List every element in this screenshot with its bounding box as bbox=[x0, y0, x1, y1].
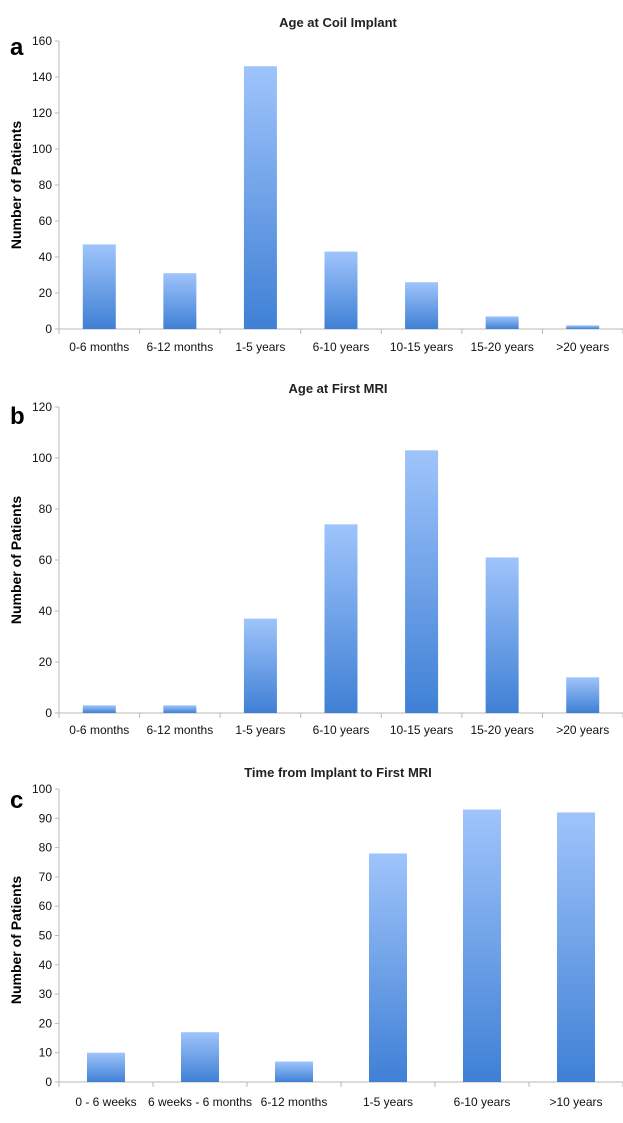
plot-area: 0 20 40 60 80 100 120 0-6 months 6-12 months 1-5 … bbox=[32, 400, 623, 737]
y-tick-label: 0 bbox=[45, 1075, 52, 1089]
bar bbox=[557, 812, 595, 1082]
x-tick-label: >10 years bbox=[549, 1095, 602, 1109]
bar bbox=[181, 1032, 219, 1082]
chart-panel-a: Age at Coil Implant a Number of Patients… bbox=[8, 15, 623, 354]
y-tick-label: 120 bbox=[32, 400, 52, 414]
bar bbox=[324, 524, 358, 713]
y-tick-label: 40 bbox=[39, 604, 53, 618]
bar bbox=[243, 618, 277, 713]
x-tick-label: 6-10 years bbox=[454, 1095, 511, 1109]
y-tick-label: 60 bbox=[39, 214, 53, 228]
x-tick-label: 6-12 months bbox=[147, 723, 214, 737]
bar bbox=[82, 244, 116, 329]
y-tick-label: 100 bbox=[32, 142, 52, 156]
bar bbox=[485, 316, 519, 329]
y-tick-label: 0 bbox=[45, 706, 52, 720]
y-tick-label: 80 bbox=[39, 502, 53, 516]
y-axis-label: Number of Patients bbox=[8, 121, 24, 250]
x-tick-label: 0-6 months bbox=[69, 340, 129, 354]
bar bbox=[163, 273, 197, 329]
y-tick-label: 40 bbox=[39, 958, 53, 972]
x-tick-label: 1-5 years bbox=[235, 340, 285, 354]
chart-panel-c: Time from Implant to First MRI c Number … bbox=[8, 765, 623, 1109]
y-tick-label: 160 bbox=[32, 34, 52, 48]
plot-area: 0 10 20 30 40 50 60 70 80 90 100 0 - 6 weeks 6 weeks… bbox=[32, 782, 623, 1109]
bar bbox=[485, 557, 519, 713]
bar bbox=[163, 705, 197, 713]
y-tick-label: 140 bbox=[32, 70, 52, 84]
y-tick-label: 30 bbox=[39, 987, 53, 1001]
x-tick-label: 15-20 years bbox=[470, 340, 533, 354]
x-tick-label: 10-15 years bbox=[390, 340, 453, 354]
x-tick-label: 6-10 years bbox=[313, 723, 370, 737]
y-tick-label: 80 bbox=[39, 841, 53, 855]
bar bbox=[566, 677, 600, 713]
chart-panel-b: Age at First MRI b Number of Patients 0 2… bbox=[8, 381, 623, 737]
y-tick-label: 70 bbox=[39, 870, 53, 884]
bar bbox=[243, 66, 277, 329]
panel-label: c bbox=[10, 787, 23, 814]
bar bbox=[275, 1061, 313, 1082]
chart-title: Time from Implant to First MRI bbox=[244, 765, 432, 780]
y-axis-label: Number of Patients bbox=[8, 876, 24, 1005]
x-tick-label: 10-15 years bbox=[390, 723, 453, 737]
x-tick-label: 0-6 months bbox=[69, 723, 129, 737]
bar bbox=[369, 853, 407, 1082]
x-tick-label: 6-12 months bbox=[261, 1095, 328, 1109]
y-tick-label: 100 bbox=[32, 782, 52, 796]
bar bbox=[324, 251, 358, 329]
bar bbox=[82, 705, 116, 713]
y-tick-label: 40 bbox=[39, 250, 53, 264]
chart-title: Age at First MRI bbox=[289, 381, 388, 396]
y-tick-label: 0 bbox=[45, 322, 52, 336]
y-tick-label: 20 bbox=[39, 286, 53, 300]
x-tick-label: 15-20 years bbox=[470, 723, 533, 737]
y-tick-label: 90 bbox=[39, 811, 53, 825]
y-tick-label: 120 bbox=[32, 106, 52, 120]
panel-label: a bbox=[10, 34, 24, 61]
y-tick-label: 20 bbox=[39, 1016, 53, 1030]
x-tick-label: 6-12 months bbox=[147, 340, 214, 354]
y-tick-label: 10 bbox=[39, 1046, 53, 1060]
x-tick-label: 0 - 6 weeks bbox=[75, 1095, 136, 1109]
bar bbox=[405, 282, 439, 329]
bar bbox=[566, 325, 600, 329]
bar bbox=[405, 450, 439, 713]
plot-area: 0 20 40 60 80 100 120 140 160 0-6 months 6-12 mont… bbox=[32, 34, 623, 354]
y-tick-label: 20 bbox=[39, 655, 53, 669]
y-tick-label: 60 bbox=[39, 899, 53, 913]
x-tick-label: 1-5 years bbox=[363, 1095, 413, 1109]
x-tick-label: 6-10 years bbox=[313, 340, 370, 354]
y-tick-label: 50 bbox=[39, 929, 53, 943]
y-tick-label: 100 bbox=[32, 451, 52, 465]
x-tick-label: 1-5 years bbox=[235, 723, 285, 737]
y-tick-label: 60 bbox=[39, 553, 53, 567]
x-tick-label: 6 weeks - 6 months bbox=[148, 1095, 252, 1109]
panel-label: b bbox=[10, 403, 25, 430]
bar bbox=[87, 1052, 125, 1082]
y-axis-label: Number of Patients bbox=[8, 496, 24, 625]
chart-title: Age at Coil Implant bbox=[279, 15, 397, 30]
bar bbox=[463, 809, 501, 1082]
x-tick-label: >20 years bbox=[556, 340, 609, 354]
y-tick-label: 80 bbox=[39, 178, 53, 192]
x-tick-label: >20 years bbox=[556, 723, 609, 737]
